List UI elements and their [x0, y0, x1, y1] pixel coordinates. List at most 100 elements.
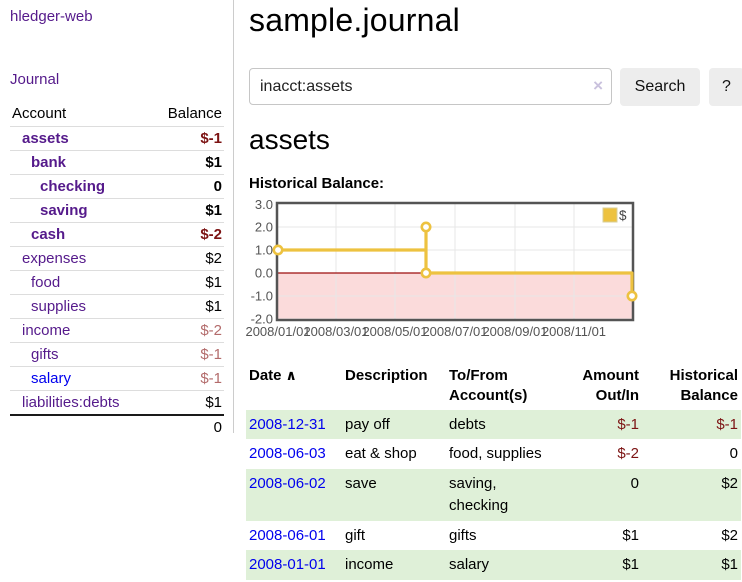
account-balance: $-1: [149, 366, 224, 391]
svg-text:2008/01/01: 2008/01/01: [246, 324, 311, 339]
historical-balance-chart: $ 3.0 2.0 1.0 0.0 -1.0 -2.0 2008/01/01 2…: [246, 200, 638, 339]
transaction-amount: $1: [622, 526, 639, 544]
transaction-date-link[interactable]: 2008-06-01: [249, 526, 326, 544]
register-header-row: Date ∧ Description To/From Account(s) Amo…: [246, 360, 741, 410]
accounts-table: Account Balance assets $-1 bank $1 check…: [10, 101, 224, 439]
account-balance: $1: [149, 198, 224, 223]
transaction-amount: $-2: [617, 445, 639, 463]
clear-search-icon[interactable]: ×: [593, 76, 603, 95]
account-link-liabilities-debts[interactable]: liabilities:debts: [22, 394, 120, 411]
transaction-accounts: gifts: [449, 526, 477, 544]
account-link-gifts[interactable]: gifts: [31, 346, 59, 363]
svg-text:3.0: 3.0: [255, 200, 273, 212]
svg-text:1.0: 1.0: [255, 243, 273, 258]
transaction-accounts: food, supplies: [449, 445, 542, 463]
account-balance: $-2: [149, 318, 224, 343]
search-input[interactable]: [249, 68, 612, 105]
register-table: Date ∧ Description To/From Account(s) Amo…: [246, 360, 741, 580]
register-row: 2008-06-02 save saving, checking 0 $2: [246, 469, 741, 521]
register-header-description: Description: [345, 367, 428, 384]
main-content: sample.journal × Search ? assets Histori…: [246, 0, 742, 582]
transaction-accounts: salary: [446, 550, 554, 580]
svg-text:0.0: 0.0: [255, 266, 273, 281]
account-balance: $-2: [149, 222, 224, 247]
svg-text:-1.0: -1.0: [251, 289, 273, 304]
page-title: sample.journal: [249, 2, 460, 38]
account-link-expenses[interactable]: expenses: [22, 250, 87, 267]
sidebar-item-journal[interactable]: Journal: [10, 71, 60, 88]
account-row: gifts $-1: [10, 342, 224, 367]
register-header-amount: Amount Out/In: [582, 367, 639, 405]
legend-label: $: [619, 208, 627, 223]
transaction-balance: $2: [642, 469, 741, 521]
account-balance: $1: [149, 390, 224, 416]
account-link-income[interactable]: income: [22, 322, 71, 339]
sidebar: hledger-web Journal Account Balance asse…: [0, 0, 234, 439]
accounts-total-row: 0: [10, 414, 224, 439]
svg-text:2008/09/01: 2008/09/01: [482, 324, 547, 339]
account-link-cash[interactable]: cash: [31, 226, 66, 243]
account-row: food $1: [10, 270, 224, 295]
search-button[interactable]: Search: [620, 68, 700, 106]
accounts-header-row: Account Balance: [10, 101, 224, 127]
app-brand-link[interactable]: hledger-web: [10, 8, 93, 25]
account-link-assets[interactable]: assets: [22, 130, 69, 147]
chart-border: [275, 201, 635, 322]
transaction-description: eat & shop: [345, 445, 417, 463]
register-header-date: Date ∧: [249, 367, 297, 384]
account-balance: $1: [149, 294, 224, 319]
account-balance: 0: [149, 174, 224, 199]
transaction-balance: $1: [642, 550, 741, 580]
register-row: 2008-12-31 pay off debts $-1 $-1: [246, 409, 741, 440]
chart-series-line: [278, 225, 634, 296]
account-row: salary $-1: [10, 366, 224, 391]
transaction-balance: 0: [729, 445, 738, 463]
register-row: 2008-06-03 eat & shop food, supplies $-2…: [246, 439, 741, 469]
help-button[interactable]: ?: [709, 68, 742, 106]
account-row: cash $-2: [10, 222, 224, 247]
register-row: 2008-01-01 income salary $1 $1: [246, 550, 741, 580]
account-balance: $2: [149, 246, 224, 271]
account-row: supplies $1: [10, 294, 224, 319]
transaction-amount: $-1: [554, 409, 642, 440]
transaction-accounts: saving, checking: [446, 469, 554, 521]
legend-swatch-icon: [602, 207, 618, 223]
search-bar: × Search ?: [249, 68, 742, 106]
transaction-date-link[interactable]: 2008-01-01: [249, 556, 326, 574]
svg-text:2008/03/01: 2008/03/01: [303, 324, 368, 339]
accounts-header-account: Account: [10, 101, 150, 127]
chart-x-ticks: 2008/01/01 2008/03/01 2008/05/01 2008/07…: [246, 324, 606, 339]
account-row: bank $1: [10, 150, 224, 175]
transaction-date-link[interactable]: 2008-06-02: [249, 475, 326, 492]
svg-text:2008/07/01: 2008/07/01: [422, 324, 487, 339]
transaction-accounts: debts: [446, 409, 554, 440]
sort-ascending-icon: ∧: [285, 367, 297, 383]
chart-legend: $: [598, 205, 628, 225]
transaction-description: pay off: [342, 409, 446, 440]
svg-text:2008/11/01: 2008/11/01: [542, 324, 606, 339]
transaction-balance: $-1: [642, 409, 741, 440]
account-row: saving $1: [10, 198, 224, 223]
account-balance: $-1: [149, 342, 224, 367]
transaction-description: income: [342, 550, 446, 580]
chart-title: Historical Balance:: [249, 175, 385, 192]
accounts-header-balance: Balance: [149, 101, 224, 127]
account-balance: $-1: [149, 126, 224, 151]
account-link-saving[interactable]: saving: [40, 202, 88, 219]
transaction-amount: 0: [554, 469, 642, 521]
account-heading: assets: [249, 124, 330, 155]
chart-y-ticks: 3.0 2.0 1.0 0.0 -1.0 -2.0: [251, 200, 273, 327]
svg-text:2008/05/01: 2008/05/01: [362, 324, 427, 339]
transaction-date-link[interactable]: 2008-12-31: [249, 415, 326, 433]
account-link-checking[interactable]: checking: [40, 178, 106, 195]
account-link-supplies[interactable]: supplies: [31, 298, 87, 315]
account-link-food[interactable]: food: [31, 274, 61, 291]
account-link-bank[interactable]: bank: [31, 154, 67, 171]
account-row: assets $-1: [10, 126, 224, 151]
account-link-salary[interactable]: salary: [31, 370, 72, 387]
chart-data-markers: [272, 221, 638, 302]
transaction-balance: $2: [721, 526, 738, 544]
transaction-date-link[interactable]: 2008-06-03: [249, 445, 326, 463]
transaction-description: gift: [345, 526, 366, 544]
transaction-description: save: [342, 469, 446, 521]
